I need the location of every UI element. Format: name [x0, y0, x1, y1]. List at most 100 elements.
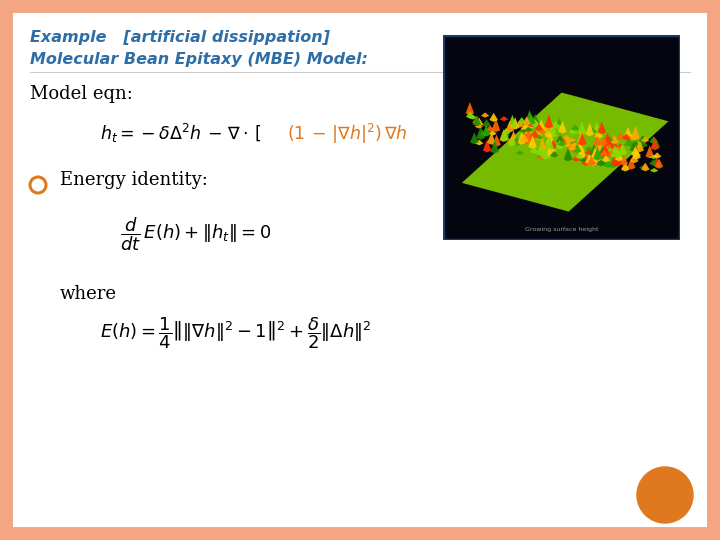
Polygon shape: [652, 157, 661, 167]
Polygon shape: [520, 133, 528, 143]
Polygon shape: [631, 126, 640, 139]
Polygon shape: [539, 129, 547, 134]
Polygon shape: [548, 125, 557, 134]
Polygon shape: [555, 118, 564, 128]
Polygon shape: [585, 154, 593, 165]
Polygon shape: [559, 137, 567, 145]
Polygon shape: [501, 132, 510, 138]
Polygon shape: [500, 129, 508, 142]
Polygon shape: [578, 147, 586, 158]
Polygon shape: [594, 131, 603, 137]
Polygon shape: [631, 151, 639, 154]
Text: $\dfrac{d}{dt}\,E(h)+\|h_t\|=0$: $\dfrac{d}{dt}\,E(h)+\|h_t\|=0$: [120, 215, 271, 253]
Polygon shape: [600, 153, 609, 166]
Polygon shape: [519, 139, 528, 145]
Polygon shape: [653, 152, 662, 158]
Polygon shape: [652, 139, 660, 149]
Polygon shape: [518, 131, 526, 145]
Polygon shape: [527, 114, 536, 125]
Polygon shape: [608, 157, 617, 168]
Text: $E(h)=\dfrac{1}{4}\left\|\|\nabla h\|^2-1\right\|^2+\dfrac{\delta}{2}\|\Delta h\: $E(h)=\dfrac{1}{4}\left\|\|\nabla h\|^2-…: [100, 315, 372, 350]
Polygon shape: [572, 154, 580, 161]
Polygon shape: [549, 140, 557, 149]
Polygon shape: [598, 122, 606, 134]
Polygon shape: [641, 163, 649, 171]
Polygon shape: [564, 147, 572, 161]
Polygon shape: [535, 131, 544, 141]
Polygon shape: [548, 148, 557, 153]
Polygon shape: [469, 115, 477, 119]
Polygon shape: [603, 159, 612, 168]
Polygon shape: [639, 136, 647, 143]
Polygon shape: [585, 149, 594, 156]
Polygon shape: [511, 117, 519, 130]
Polygon shape: [609, 138, 618, 149]
Polygon shape: [578, 133, 587, 146]
Polygon shape: [593, 147, 602, 160]
Polygon shape: [571, 142, 579, 147]
Text: $h_t = -\delta\Delta^2 h\,-\,\nabla\cdot\,[$: $h_t = -\delta\Delta^2 h\,-\,\nabla\cdot…: [100, 122, 261, 145]
Polygon shape: [593, 152, 602, 161]
Polygon shape: [632, 140, 640, 151]
Polygon shape: [617, 144, 626, 147]
Polygon shape: [611, 145, 619, 158]
Polygon shape: [524, 126, 533, 132]
Polygon shape: [557, 129, 566, 134]
Polygon shape: [631, 146, 639, 157]
Polygon shape: [599, 137, 608, 146]
Polygon shape: [615, 144, 624, 153]
Polygon shape: [531, 121, 540, 126]
Polygon shape: [639, 138, 647, 148]
Polygon shape: [649, 155, 658, 159]
Polygon shape: [507, 137, 516, 144]
Polygon shape: [541, 149, 550, 160]
Polygon shape: [629, 140, 638, 152]
Polygon shape: [486, 125, 495, 132]
Polygon shape: [588, 153, 597, 166]
Polygon shape: [576, 140, 585, 154]
Polygon shape: [531, 114, 539, 125]
Polygon shape: [630, 154, 639, 163]
Polygon shape: [608, 141, 616, 153]
Polygon shape: [490, 113, 498, 122]
FancyBboxPatch shape: [443, 35, 680, 240]
Polygon shape: [603, 132, 612, 146]
Polygon shape: [526, 123, 534, 129]
Polygon shape: [570, 141, 578, 145]
Polygon shape: [557, 140, 566, 146]
Polygon shape: [516, 121, 524, 127]
Polygon shape: [477, 126, 485, 140]
Polygon shape: [541, 129, 549, 134]
Polygon shape: [588, 156, 596, 166]
Polygon shape: [641, 137, 649, 143]
Polygon shape: [619, 154, 628, 166]
Polygon shape: [590, 144, 598, 157]
Polygon shape: [466, 102, 474, 115]
Polygon shape: [593, 121, 601, 134]
Polygon shape: [601, 155, 610, 163]
Polygon shape: [536, 143, 545, 156]
Polygon shape: [606, 136, 613, 142]
Polygon shape: [575, 154, 583, 159]
Polygon shape: [549, 132, 557, 138]
Polygon shape: [545, 140, 553, 148]
Polygon shape: [616, 132, 625, 140]
Polygon shape: [538, 138, 546, 152]
Polygon shape: [527, 131, 536, 144]
Polygon shape: [571, 125, 580, 131]
Polygon shape: [528, 135, 537, 149]
Polygon shape: [538, 152, 546, 160]
Polygon shape: [593, 136, 601, 146]
Polygon shape: [505, 121, 514, 132]
Polygon shape: [622, 134, 631, 139]
Polygon shape: [598, 152, 607, 159]
Text: Molecular Bean Epitaxy (MBE) Model:: Molecular Bean Epitaxy (MBE) Model:: [30, 52, 368, 67]
Polygon shape: [650, 168, 658, 173]
Polygon shape: [531, 119, 539, 127]
Polygon shape: [577, 121, 586, 135]
Polygon shape: [482, 119, 491, 127]
Polygon shape: [518, 117, 526, 124]
Polygon shape: [570, 145, 579, 152]
Polygon shape: [592, 156, 600, 161]
Polygon shape: [568, 144, 577, 151]
